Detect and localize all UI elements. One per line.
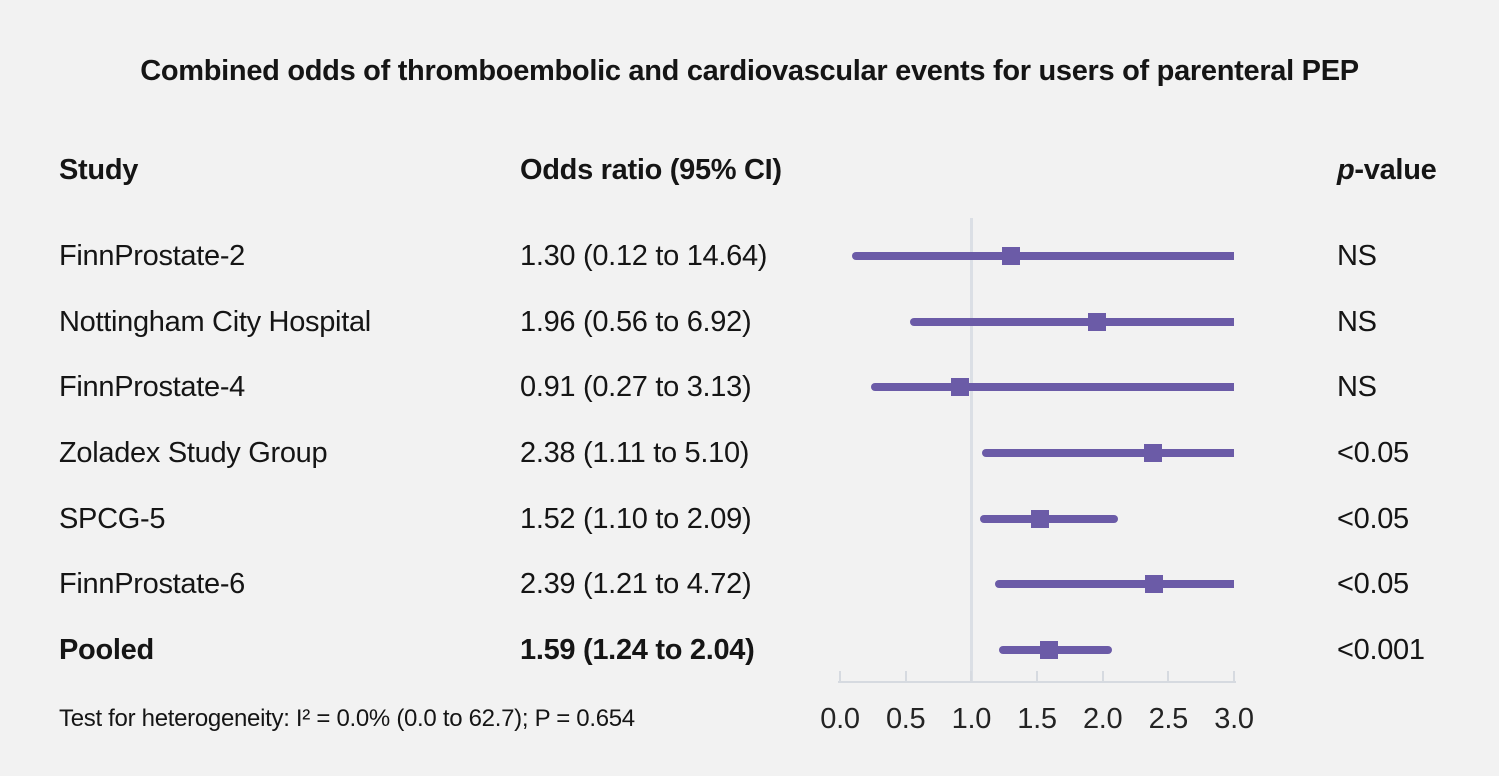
- ci-line: [909, 318, 1234, 326]
- point-estimate-marker: [1088, 313, 1107, 331]
- study-label: Pooled: [59, 634, 154, 666]
- p-value: NS: [1337, 306, 1377, 338]
- axis-line: [838, 681, 1236, 683]
- reference-line: [969, 218, 973, 683]
- point-estimate-marker: [1143, 444, 1162, 462]
- axis-tick-label: 2.5: [1148, 703, 1189, 735]
- odds-ratio-value: 1.96 (0.56 to 6.92): [520, 306, 752, 338]
- axis-tick: [1101, 671, 1104, 681]
- study-label: Zoladex Study Group: [59, 437, 328, 469]
- point-estimate-marker: [950, 378, 969, 396]
- odds-ratio-value: 1.30 (0.12 to 14.64): [520, 240, 768, 272]
- study-label: FinnProstate-2: [59, 240, 245, 272]
- odds-ratio-value: 0.91 (0.27 to 3.13): [520, 371, 752, 403]
- ci-line: [980, 515, 1119, 523]
- p-value: NS: [1337, 240, 1377, 272]
- axis-tick: [1035, 671, 1038, 681]
- axis-tick-label: 1.5: [1017, 703, 1057, 735]
- study-label: SPCG-5: [59, 503, 166, 535]
- odds-ratio-value: 2.39 (1.21 to 4.72): [520, 568, 752, 600]
- odds-ratio-value: 1.59 (1.24 to 2.04): [520, 634, 755, 666]
- ci-line: [851, 252, 1234, 260]
- point-estimate-marker: [1039, 641, 1058, 659]
- p-value: <0.05: [1337, 503, 1409, 535]
- ci-line: [981, 449, 1234, 457]
- study-label: FinnProstate-4: [59, 371, 245, 403]
- ci-line: [994, 580, 1234, 588]
- axis-tick: [1232, 671, 1235, 681]
- heterogeneity-note: Test for heterogeneity: I² = 0.0% (0.0 t…: [59, 705, 635, 732]
- axis-tick: [839, 671, 841, 681]
- column-header-study: Study: [59, 154, 139, 186]
- column-header-p-value: p-value: [1337, 150, 1437, 190]
- axis-tick: [1167, 671, 1170, 681]
- column-header-odds-ratio: Odds ratio (95% CI): [520, 154, 782, 186]
- axis-tick-label: 3.0: [1214, 703, 1254, 735]
- axis-tick: [904, 671, 907, 681]
- study-label: FinnProstate-6: [59, 568, 245, 600]
- p-value-rest: -value: [1354, 154, 1437, 186]
- p-value: <0.05: [1337, 437, 1409, 469]
- p-value: NS: [1337, 371, 1377, 403]
- point-estimate-marker: [1030, 510, 1049, 528]
- point-estimate-marker: [1001, 247, 1020, 265]
- odds-ratio-value: 2.38 (1.11 to 5.10): [520, 437, 750, 469]
- axis-tick: [970, 671, 973, 681]
- point-estimate-marker: [1144, 575, 1163, 593]
- study-label: Nottingham City Hospital: [59, 306, 371, 338]
- odds-ratio-value: 1.52 (1.10 to 2.09): [520, 503, 752, 535]
- axis-tick-label: 2.0: [1082, 703, 1123, 735]
- axis-tick-label: 0.5: [885, 703, 926, 735]
- chart-title: Combined odds of thromboembolic and card…: [140, 55, 1359, 87]
- p-value-italic-p: p: [1337, 154, 1355, 186]
- p-value: <0.001: [1337, 634, 1425, 666]
- p-value: <0.05: [1337, 568, 1409, 600]
- axis-tick-label: 1.0: [951, 703, 992, 735]
- axis-tick-label: 0.0: [820, 703, 860, 735]
- ci-line: [871, 383, 1234, 391]
